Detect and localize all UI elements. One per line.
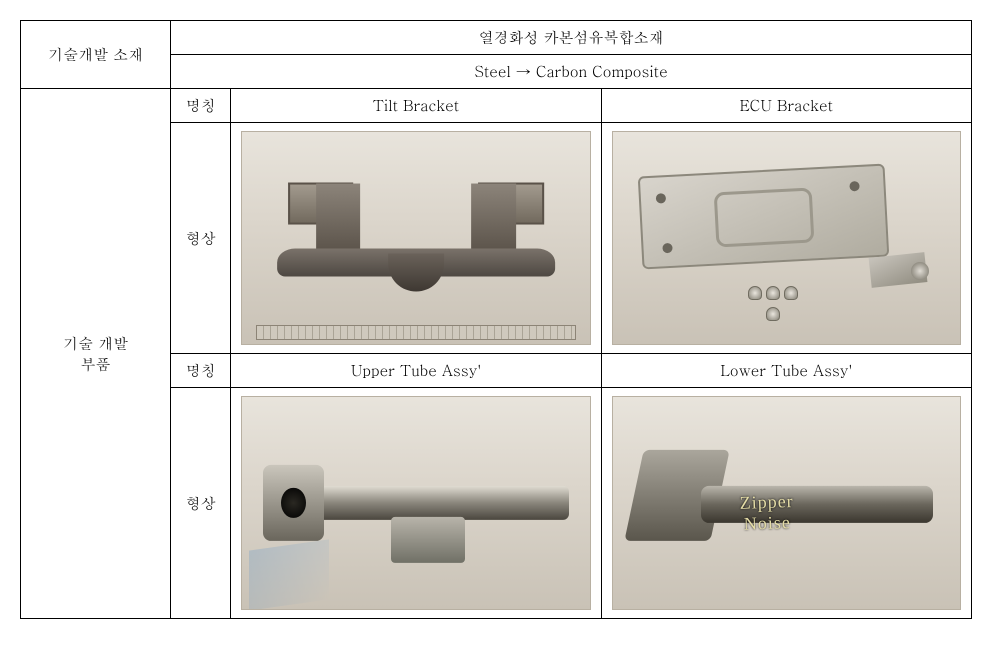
name-header-2: 명칭 xyxy=(171,354,231,388)
ecu-bracket-photo xyxy=(612,131,961,345)
upper-tube-photo xyxy=(241,396,590,610)
material-label: 기술개발 소재 xyxy=(21,21,171,89)
handwriting-label: Zipper Noise xyxy=(740,491,795,535)
part2-image-cell xyxy=(601,123,971,354)
part3-image-cell xyxy=(231,388,601,619)
shape-header-1: 형상 xyxy=(171,123,231,354)
part1-image-cell xyxy=(231,123,601,354)
shape-header-2: 형상 xyxy=(171,388,231,619)
part4-name: Lower Tube Assy' xyxy=(601,354,971,388)
name-header-1: 명칭 xyxy=(171,89,231,123)
part2-name: ECU Bracket xyxy=(601,89,971,123)
part1-name: Tilt Bracket xyxy=(231,89,601,123)
lower-tube-photo: Zipper Noise xyxy=(612,396,961,610)
watermark-icon xyxy=(249,539,329,610)
spec-table: 기술개발 소재 열경화성 카본섬유복합소재 Steel → Carbon Com… xyxy=(20,20,972,619)
part4-image-cell: Zipper Noise xyxy=(601,388,971,619)
material-sub: Steel → Carbon Composite xyxy=(171,55,972,89)
part3-name: Upper Tube Assy' xyxy=(231,354,601,388)
material-title: 열경화성 카본섬유복합소재 xyxy=(171,21,972,55)
parts-label: 기술 개발 부품 xyxy=(21,89,171,619)
tilt-bracket-photo xyxy=(241,131,590,345)
